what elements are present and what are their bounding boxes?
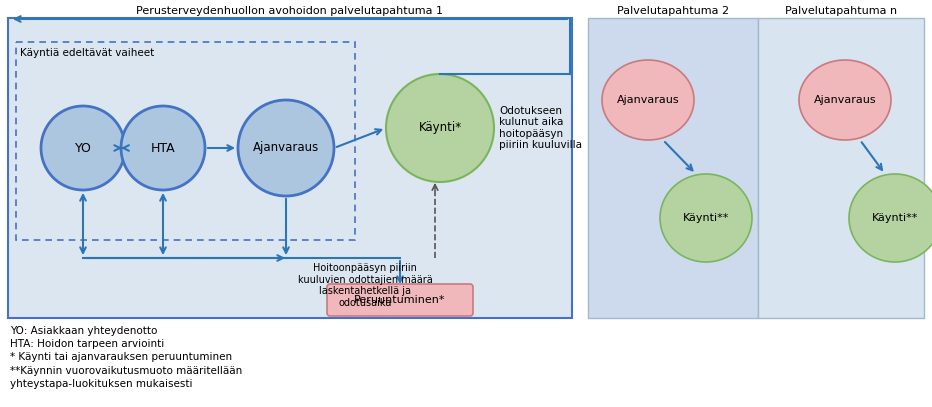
Ellipse shape [660,174,752,262]
Text: Palvelutapahtuma n: Palvelutapahtuma n [785,6,898,16]
FancyBboxPatch shape [8,18,572,318]
Text: Käynti*: Käynti* [418,122,461,134]
Text: Perusterveydenhuollon avohoidon palvelutapahtuma 1: Perusterveydenhuollon avohoidon palvelut… [136,6,444,16]
Ellipse shape [849,174,932,262]
FancyBboxPatch shape [588,18,758,318]
Text: Ajanvaraus: Ajanvaraus [253,142,319,155]
FancyBboxPatch shape [758,18,924,318]
Text: Käynti**: Käynti** [871,213,918,223]
Text: Ajanvaraus: Ajanvaraus [617,95,679,105]
Text: Palvelutapahtuma 2: Palvelutapahtuma 2 [617,6,729,16]
Text: YO: YO [75,142,91,155]
FancyBboxPatch shape [327,284,473,316]
Ellipse shape [799,60,891,140]
Ellipse shape [238,100,334,196]
Text: Peruuntuminen*: Peruuntuminen* [354,295,445,305]
Ellipse shape [41,106,125,190]
Text: Hoitoonpääsyn piiriin
kuuluvien odottajien määrä
laskentahetkellä ja
odotusaika: Hoitoonpääsyn piiriin kuuluvien odottaji… [297,263,432,308]
Text: Odotukseen
kulunut aika
hoitopääsyn
piiriin kuuluvilla: Odotukseen kulunut aika hoitopääsyn piir… [499,105,582,151]
Ellipse shape [121,106,205,190]
Text: HTA: HTA [151,142,175,155]
Text: Käyntiä edeltävät vaiheet: Käyntiä edeltävät vaiheet [20,48,155,58]
Ellipse shape [602,60,694,140]
Ellipse shape [386,74,494,182]
Text: Käynti**: Käynti** [683,213,729,223]
Text: YO: Asiakkaan yhteydenotto
HTA: Hoidon tarpeen arviointi
* Käynti tai ajanvarauk: YO: Asiakkaan yhteydenotto HTA: Hoidon t… [10,326,242,389]
Text: Ajanvaraus: Ajanvaraus [814,95,876,105]
